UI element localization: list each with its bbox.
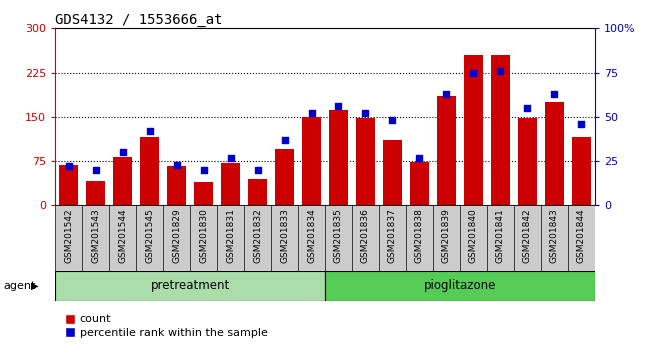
Text: GSM201837: GSM201837 [388,209,397,263]
Point [172,162,182,167]
Text: GSM201831: GSM201831 [226,209,235,263]
Point [414,155,424,160]
Bar [221,163,240,205]
Point [495,68,506,74]
Text: GSM201843: GSM201843 [550,209,559,263]
Text: pretreatment: pretreatment [151,279,229,292]
Legend: count, percentile rank within the sample: count, percentile rank within the sample [61,310,272,342]
Point [252,167,263,173]
Bar [410,162,429,205]
Text: GSM201842: GSM201842 [523,209,532,263]
Point [468,70,478,75]
Bar [464,55,483,205]
Point [333,103,344,109]
Text: GSM201836: GSM201836 [361,209,370,263]
Point [576,121,586,127]
Point [549,91,560,97]
Text: GSM201830: GSM201830 [199,209,208,263]
Point [118,149,128,155]
Text: GSM201838: GSM201838 [415,209,424,263]
Bar [55,271,325,301]
Text: GSM201832: GSM201832 [253,209,262,263]
Text: GSM201844: GSM201844 [577,209,586,263]
Bar [491,55,510,205]
Bar [545,102,564,205]
Bar [302,117,321,205]
Bar [329,110,348,205]
Bar [383,141,402,205]
Bar [140,137,159,205]
Text: GDS4132 / 1553666_at: GDS4132 / 1553666_at [55,13,223,27]
Bar [86,181,105,205]
Point [360,110,370,116]
Bar [248,179,267,205]
Bar [518,118,537,205]
Text: GSM201542: GSM201542 [64,209,73,263]
Text: GSM201840: GSM201840 [469,209,478,263]
Bar [59,165,78,205]
Bar [437,96,456,205]
Point [144,128,155,134]
Text: GSM201543: GSM201543 [91,209,100,263]
Bar [275,149,294,205]
Text: GSM201835: GSM201835 [334,209,343,263]
Point [198,167,209,173]
Bar [325,271,595,301]
Bar [356,118,375,205]
Text: GSM201833: GSM201833 [280,209,289,263]
Point [522,105,532,111]
Bar [167,166,186,205]
Text: ▶: ▶ [31,281,39,291]
Text: GSM201545: GSM201545 [145,209,154,263]
Text: GSM201829: GSM201829 [172,209,181,263]
Bar [572,137,591,205]
Point [306,110,317,116]
Bar [194,182,213,205]
Text: GSM201841: GSM201841 [496,209,505,263]
Point [280,137,290,143]
Text: GSM201839: GSM201839 [442,209,451,263]
Text: GSM201544: GSM201544 [118,209,127,263]
Point [226,155,236,160]
Text: agent: agent [3,281,36,291]
Point [441,91,452,97]
Text: pioglitazone: pioglitazone [424,279,496,292]
Point [64,164,74,169]
Bar [113,157,132,205]
Point [387,118,398,123]
Point [90,167,101,173]
Text: GSM201834: GSM201834 [307,209,316,263]
